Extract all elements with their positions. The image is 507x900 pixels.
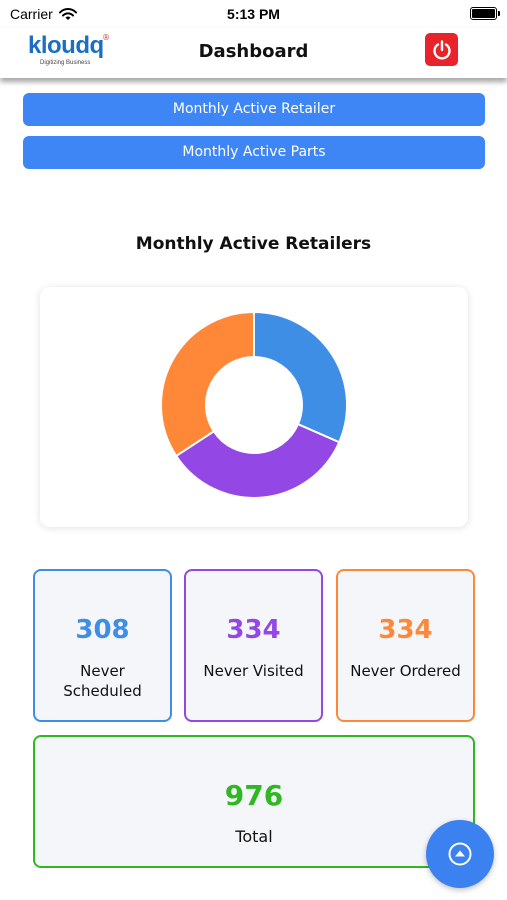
logo-wordmark: kloudq — [28, 32, 104, 59]
power-icon — [432, 39, 451, 59]
chevron-up-circle-icon — [448, 842, 472, 866]
chart-title: Monthly Active Retailers — [135, 234, 372, 254]
never-visited-label: Never Visited — [203, 662, 304, 680]
never-ordered-card[interactable]: 334 Never Ordered — [336, 569, 475, 722]
donut-slice-never-visited[interactable] — [174, 422, 341, 499]
registered-mark-icon: ® — [102, 33, 110, 42]
never-visited-value: 334 — [226, 615, 281, 645]
page-title: Dashboard — [198, 41, 309, 62]
clock: 5:13 PM — [227, 6, 280, 22]
never-visited-card[interactable]: 334 Never Visited — [184, 569, 323, 722]
donut-slice-never-scheduled[interactable] — [253, 310, 348, 444]
never-ordered-label: Never Ordered — [350, 662, 461, 680]
never-ordered-value: 334 — [378, 615, 433, 645]
status-bar: Carrier 5:13 PM — [0, 0, 507, 28]
carrier-info: Carrier — [10, 6, 77, 22]
total-card[interactable]: 976 Total — [33, 735, 475, 868]
never-scheduled-label: Never Scheduled — [63, 662, 142, 700]
logo-tagline: Digitizing Business — [40, 60, 91, 66]
nav-bar: kloudq ® Digitizing Business Dashboard — [0, 28, 507, 78]
donut-chart — [160, 310, 348, 499]
monthly-active-retailer-button[interactable]: Monthly Active Retailer — [23, 93, 485, 126]
donut-slice-never-ordered[interactable] — [160, 310, 255, 458]
total-value: 976 — [224, 779, 284, 812]
total-label: Total — [235, 827, 273, 846]
logout-button[interactable] — [425, 33, 458, 66]
never-scheduled-card[interactable]: 308 Never Scheduled — [33, 569, 172, 722]
kloudq-logo: kloudq ® Digitizing Business — [28, 32, 110, 73]
battery-icon — [470, 7, 500, 20]
chart-card — [40, 287, 468, 527]
wifi-icon — [58, 7, 77, 20]
scroll-to-top-button[interactable] — [426, 820, 494, 888]
carrier-label: Carrier — [10, 6, 53, 22]
monthly-active-parts-button[interactable]: Monthly Active Parts — [23, 136, 485, 169]
never-scheduled-value: 308 — [75, 615, 130, 645]
